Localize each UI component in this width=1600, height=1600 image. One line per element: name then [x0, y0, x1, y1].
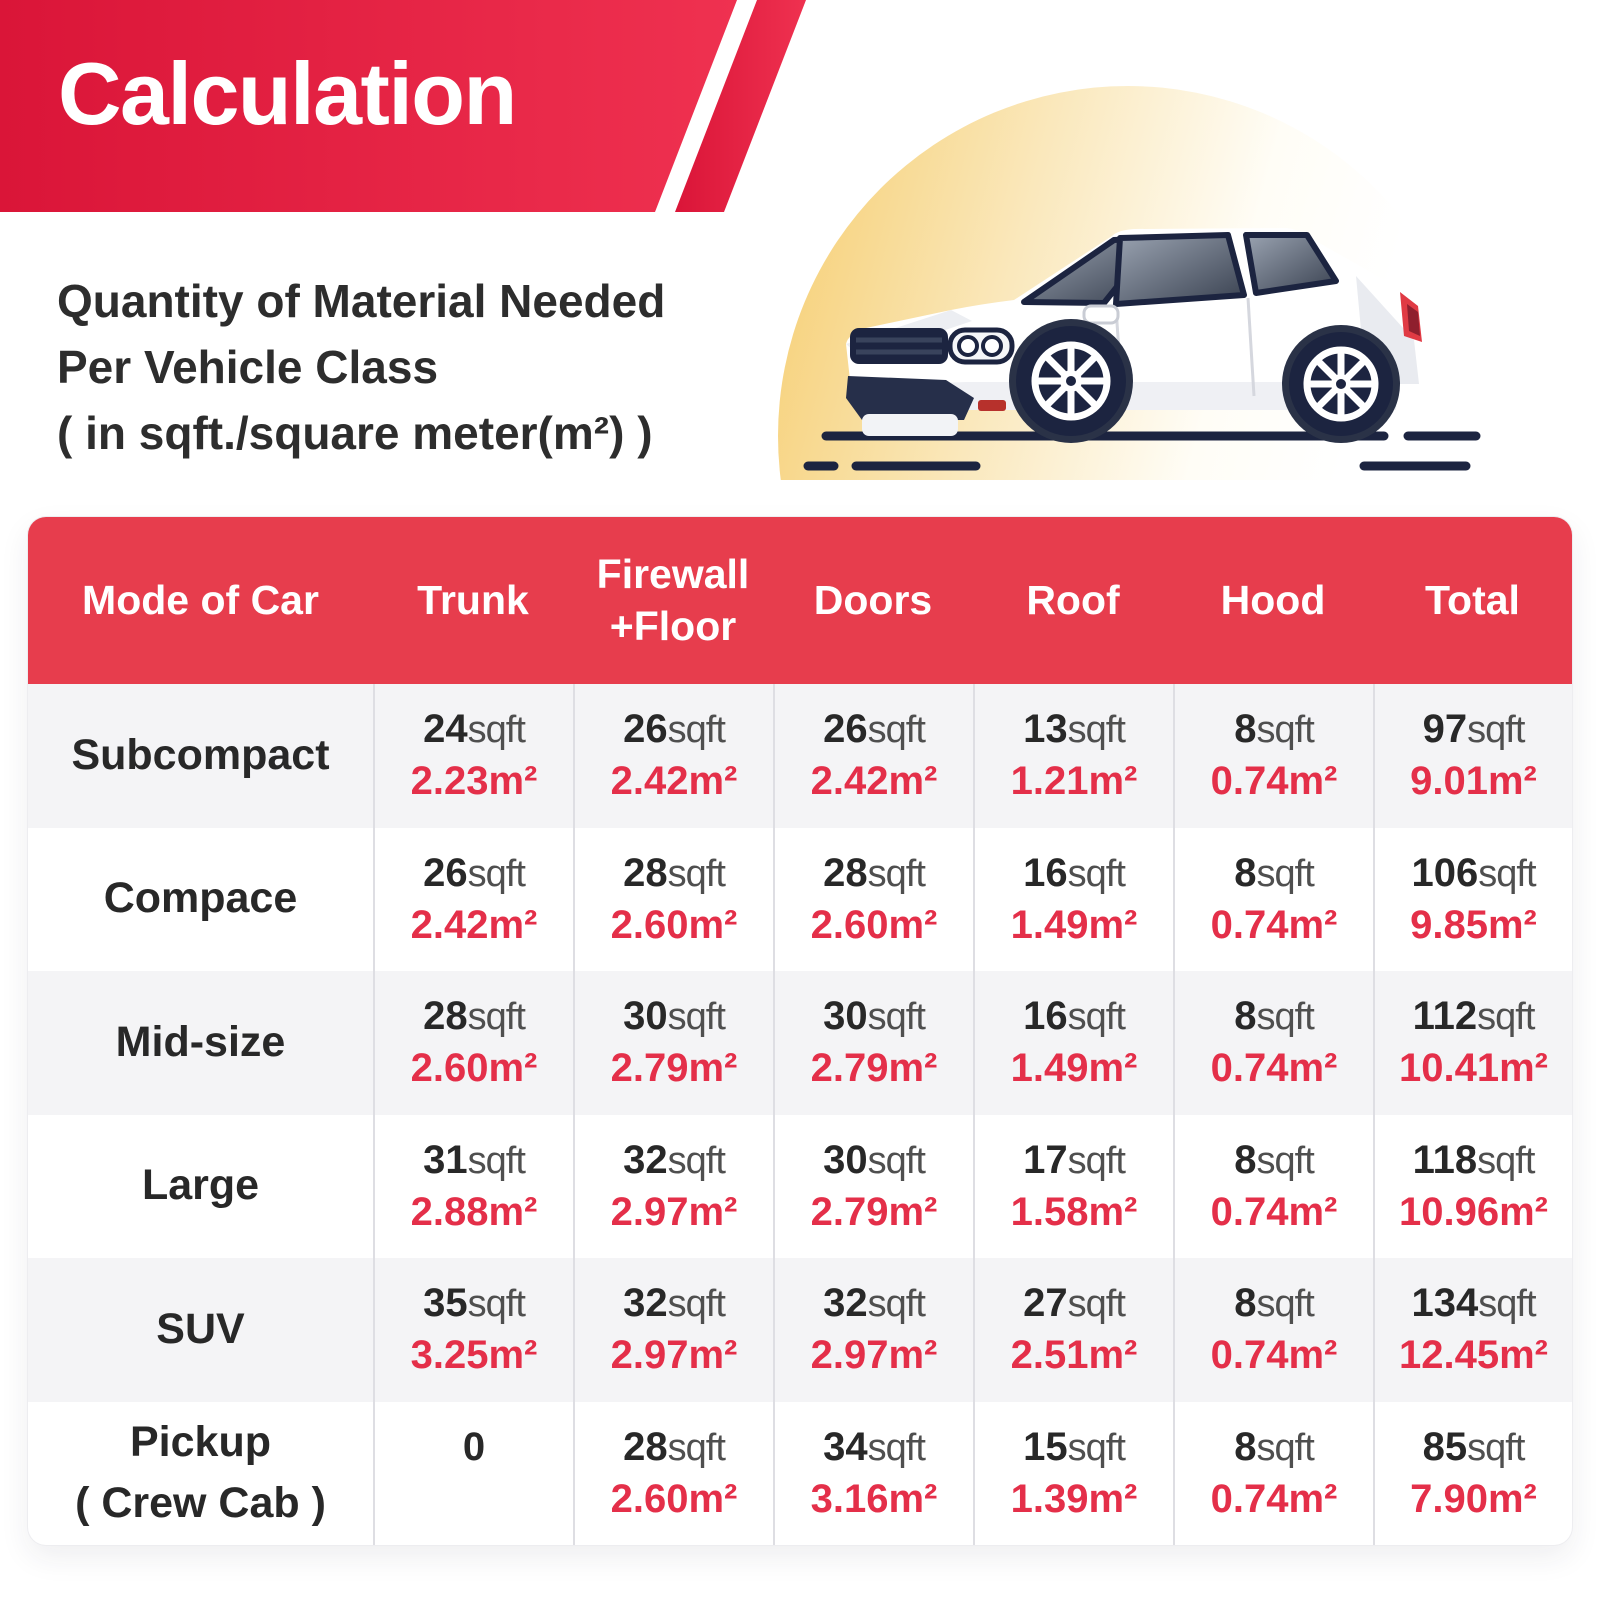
table-cell: 112sqft 10.41m²	[1373, 971, 1572, 1115]
table-cell: 17sqft 1.58m²	[973, 1114, 1173, 1258]
table-row-pickup-crew-cab: Pickup( Crew Cab ) 0 28sqft 2.60m² 34sqft…	[28, 1401, 1572, 1545]
car-scene	[766, 78, 1534, 480]
table-cell: 8sqft 0.74m²	[1173, 1401, 1373, 1545]
header-cell-hood: Hood	[1220, 576, 1326, 623]
subtitle-line-2: Per Vehicle Class	[57, 341, 439, 393]
table-cell: 28sqft 2.60m²	[773, 827, 973, 971]
table-cell: 8sqft 0.74m²	[1173, 827, 1373, 971]
table-cell: 26sqft 2.42m²	[573, 684, 773, 828]
table-row-mid-size: Mid-size 28sqft 2.60m² 30sqft 2.79m² 30sqf…	[28, 971, 1572, 1115]
table-cell: 30sqft 2.79m²	[773, 971, 973, 1115]
table-cell: 35sqft 3.25m²	[373, 1258, 573, 1402]
table-row-suv: SUV 35sqft 3.25m² 32sqft 2.97m² 32sqft 2.97…	[28, 1258, 1572, 1402]
table-cell: 28sqft 2.60m²	[573, 1401, 773, 1545]
table-cell: 15sqft 1.39m²	[973, 1401, 1173, 1545]
header-cell-mode-of-car: Mode of Car	[82, 576, 319, 623]
table-cell: 31sqft 2.88m²	[373, 1114, 573, 1258]
table-cell: 28sqft 2.60m²	[573, 827, 773, 971]
row-label: Subcompact	[71, 730, 330, 779]
table-cell: 8sqft 0.74m²	[1173, 1258, 1373, 1402]
car-illustration	[803, 228, 1481, 471]
table-cell: 30sqft 2.79m²	[773, 1114, 973, 1258]
table-header: Mode of Car Trunk Firewall +Floor Doors …	[28, 517, 1572, 684]
table-cell: 134sqft 12.45m²	[1373, 1258, 1572, 1402]
row-label: SUV	[156, 1304, 245, 1353]
car-body	[846, 228, 1422, 436]
table-cell: 28sqft 2.60m²	[373, 971, 573, 1115]
table-cell: 34sqft 3.16m²	[773, 1401, 973, 1545]
table-row-compace: Compace 26sqft 2.42m² 28sqft 2.60m² 28sqft…	[28, 827, 1572, 971]
table-cell: 32sqft 2.97m²	[773, 1258, 973, 1402]
header-cell-total: Total	[1425, 576, 1520, 623]
front-wheel	[1009, 319, 1133, 443]
table-cell: 85sqft 7.90m²	[1373, 1401, 1572, 1545]
row-label: Mid-size	[115, 1017, 286, 1066]
table-row-large: Large 31sqft 2.88m² 32sqft 2.97m² 30sqft 2.…	[28, 1114, 1572, 1258]
table-cell: 0	[373, 1401, 573, 1545]
row-label: Pickup( Crew Cab )	[75, 1418, 326, 1527]
table-cell: 27sqft 2.51m²	[973, 1258, 1173, 1402]
table-cell: 106sqft 9.85m²	[1373, 827, 1572, 971]
table-cell: 24sqft 2.23m²	[373, 684, 573, 828]
row-label: Compace	[103, 874, 298, 923]
header-cell-firewall-floor: Firewall +Floor	[596, 551, 750, 649]
subtitle-line-3: ( in sqft./square meter(m²) )	[57, 407, 653, 459]
table-cell: 32sqft 2.97m²	[573, 1258, 773, 1402]
table-cell: 30sqft 2.79m²	[573, 971, 773, 1115]
subtitle-line-1: Quantity of Material Needed	[57, 275, 666, 327]
table-cell: 32sqft 2.97m²	[573, 1114, 773, 1258]
table-cell: 16sqft 1.49m²	[973, 971, 1173, 1115]
ground-line	[803, 431, 1481, 471]
table-cell: 8sqft 0.74m²	[1173, 971, 1373, 1115]
header-cell-trunk: Trunk	[417, 576, 529, 623]
banner-ribbon: Calculation	[0, 0, 830, 212]
table-cell: 118sqft 10.96m²	[1373, 1114, 1572, 1258]
header-cell-roof: Roof	[1026, 576, 1120, 623]
table-cell: 8sqft 0.74m²	[1173, 1114, 1373, 1258]
table-cell: 13sqft 1.21m²	[973, 684, 1173, 828]
page-title: Calculation	[58, 44, 517, 143]
table-cell: 26sqft 2.42m²	[773, 684, 973, 828]
subtitle: Quantity of Material Needed Per Vehicle …	[57, 268, 665, 466]
rear-wheel	[1282, 325, 1400, 443]
table-cell: 8sqft 0.74m²	[1173, 684, 1373, 828]
table-cell: 97sqft 9.01m²	[1373, 684, 1572, 828]
table-row-subcompact: Subcompact 24sqft 2.23m² 26sqft 2.42m² 26s…	[28, 684, 1572, 828]
row-label: Large	[141, 1161, 260, 1210]
material-table: Mode of Car Trunk Firewall +Floor Doors …	[28, 517, 1572, 1545]
table-cell: 26sqft 2.42m²	[373, 827, 573, 971]
headlight-icon	[947, 327, 1015, 365]
table-cell: 16sqft 1.49m²	[973, 827, 1173, 971]
banner-ribbon-shape	[0, 0, 806, 212]
header-cell-doors: Doors	[813, 576, 933, 623]
